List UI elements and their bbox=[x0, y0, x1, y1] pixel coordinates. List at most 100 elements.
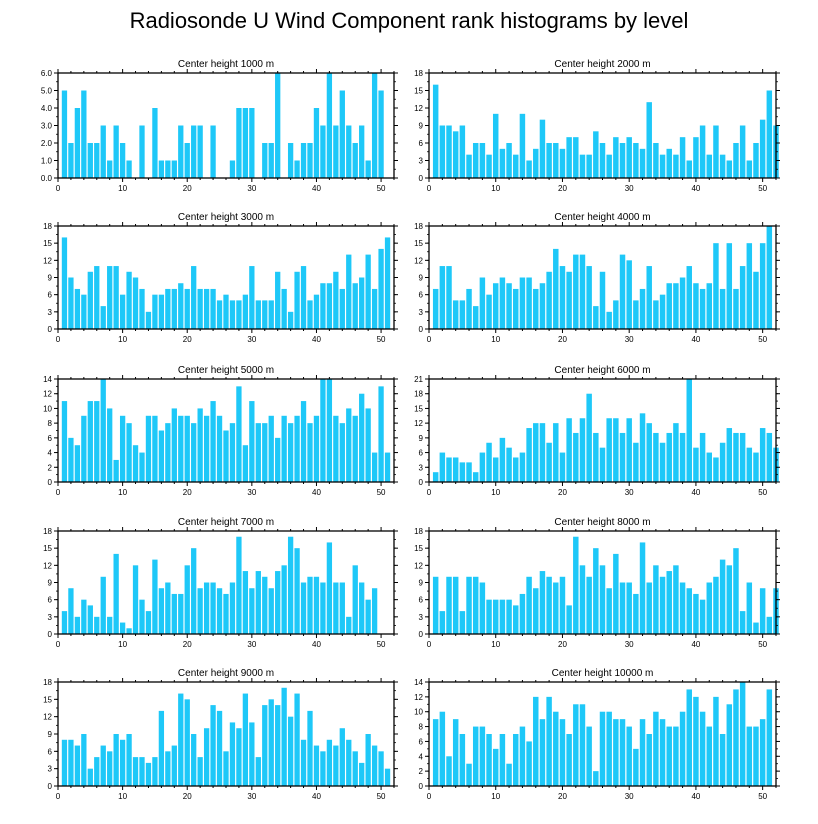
bar-34 bbox=[653, 711, 659, 786]
bar-40 bbox=[313, 415, 320, 482]
bar-29 bbox=[242, 445, 249, 482]
y-tick-label: 6 bbox=[419, 291, 424, 300]
x-tick-label: 20 bbox=[558, 792, 567, 801]
bar-36 bbox=[666, 571, 672, 634]
bar-6 bbox=[466, 154, 472, 178]
bar-19 bbox=[178, 693, 184, 786]
bar-28 bbox=[613, 137, 619, 178]
bar-24 bbox=[586, 726, 592, 786]
bar-29 bbox=[619, 143, 626, 178]
bar-10 bbox=[119, 143, 126, 178]
bar-37 bbox=[673, 565, 679, 634]
bar-32 bbox=[639, 413, 646, 482]
bar-23 bbox=[579, 418, 586, 482]
bar-3 bbox=[446, 756, 452, 786]
y-tick-label: 9 bbox=[48, 579, 53, 588]
x-tick-label: 30 bbox=[247, 184, 256, 193]
y-tick-label: 15 bbox=[414, 544, 423, 553]
bar-23 bbox=[203, 288, 210, 329]
x-tick-label: 10 bbox=[118, 640, 127, 649]
x-tick-label: 20 bbox=[558, 184, 567, 193]
bar-31 bbox=[633, 442, 639, 482]
bar-17 bbox=[539, 119, 546, 178]
y-tick-label: 9 bbox=[48, 730, 53, 739]
bar-29 bbox=[242, 294, 249, 329]
bar-9 bbox=[113, 734, 119, 786]
bar-39 bbox=[686, 689, 692, 786]
bar-43 bbox=[713, 125, 719, 178]
bar-8 bbox=[107, 266, 113, 329]
bar-1 bbox=[61, 237, 68, 329]
bar-35 bbox=[281, 415, 287, 482]
bar-42 bbox=[326, 739, 333, 786]
bar-30 bbox=[626, 137, 632, 178]
bar-5 bbox=[87, 768, 93, 786]
bar-17 bbox=[165, 160, 171, 178]
bar-13 bbox=[139, 757, 145, 786]
bar-43 bbox=[713, 457, 719, 482]
bar-16 bbox=[158, 588, 165, 634]
bar-20 bbox=[184, 288, 190, 329]
bar-38 bbox=[300, 739, 307, 786]
bar-35 bbox=[281, 565, 287, 634]
bar-3 bbox=[446, 457, 452, 482]
bar-24 bbox=[210, 288, 216, 329]
bar-47 bbox=[739, 266, 746, 329]
bar-32 bbox=[639, 148, 646, 178]
bar-1 bbox=[432, 472, 439, 482]
y-tick-label: 14 bbox=[414, 678, 423, 687]
y-tick-label: 18 bbox=[414, 527, 423, 536]
bar-19 bbox=[553, 248, 559, 329]
bar-15 bbox=[152, 294, 158, 329]
x-tick-label: 30 bbox=[625, 792, 634, 801]
bar-49 bbox=[371, 452, 378, 482]
bar-18 bbox=[546, 442, 552, 482]
x-tick-label: 20 bbox=[183, 640, 192, 649]
bar-8 bbox=[479, 726, 486, 786]
y-tick-label: 18 bbox=[43, 527, 52, 536]
bar-27 bbox=[229, 423, 236, 482]
bar-33 bbox=[268, 415, 274, 482]
bar-30 bbox=[626, 582, 632, 634]
panel-title: Center height 2000 m bbox=[554, 59, 650, 70]
bar-14 bbox=[519, 277, 526, 329]
bar-42 bbox=[326, 73, 333, 178]
y-tick-label: 2 bbox=[419, 767, 424, 776]
y-tick-label: 2 bbox=[48, 463, 53, 472]
bar-45 bbox=[726, 565, 733, 634]
bar-48 bbox=[365, 160, 371, 178]
x-tick-label: 50 bbox=[758, 488, 767, 497]
y-tick-label: 6 bbox=[48, 291, 53, 300]
y-tick-label: 9 bbox=[419, 579, 424, 588]
bar-4 bbox=[452, 457, 459, 482]
bar-9 bbox=[486, 154, 492, 178]
bar-40 bbox=[693, 447, 699, 482]
bar-47 bbox=[359, 762, 365, 786]
x-axis: 0 10 20 30 40 50 bbox=[56, 222, 395, 344]
bar-16 bbox=[533, 423, 539, 482]
bar-34 bbox=[275, 437, 281, 482]
chart-panel-5: Center height 5000 m 0 2 4 6 8 10 12 14 0 10 20 30 40… bbox=[43, 365, 398, 497]
bar-4 bbox=[81, 90, 87, 178]
x-axis: 0 10 20 30 40 50 bbox=[56, 527, 395, 649]
bar-35 bbox=[281, 288, 287, 329]
x-tick-label: 10 bbox=[491, 792, 500, 801]
bar-32 bbox=[262, 143, 268, 178]
bar-45 bbox=[346, 739, 352, 786]
bar-41 bbox=[699, 432, 706, 482]
bar-51 bbox=[384, 237, 391, 329]
y-tick-label: 12 bbox=[414, 419, 423, 428]
bar-14 bbox=[145, 762, 152, 786]
y-tick-label: 6.0 bbox=[41, 69, 53, 78]
bar-30 bbox=[249, 266, 255, 329]
bar-39 bbox=[686, 160, 692, 178]
y-tick-label: 15 bbox=[414, 404, 423, 413]
bar-33 bbox=[646, 582, 652, 634]
bar-36 bbox=[666, 432, 672, 482]
x-tick-label: 10 bbox=[491, 335, 500, 344]
bar-29 bbox=[242, 571, 249, 634]
x-tick-label: 30 bbox=[625, 184, 634, 193]
bar-5 bbox=[459, 734, 466, 786]
bar-3 bbox=[446, 266, 452, 329]
